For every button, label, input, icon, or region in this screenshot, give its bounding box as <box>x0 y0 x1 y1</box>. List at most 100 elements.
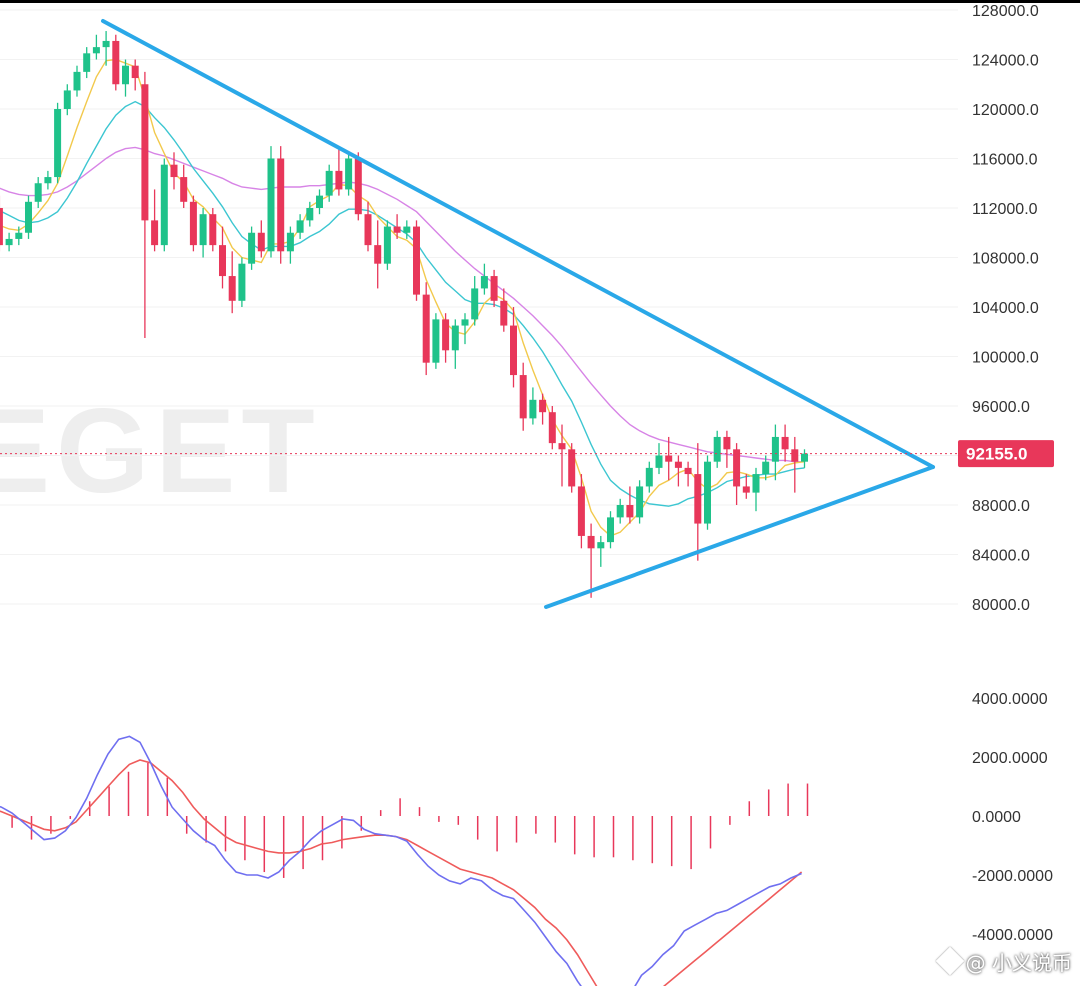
candle-body <box>325 170 333 196</box>
candle-body <box>180 177 188 202</box>
candle-body <box>131 65 139 79</box>
candle-down <box>257 220 265 258</box>
candle-up <box>15 226 23 246</box>
candle-up <box>54 102 62 184</box>
candle-body <box>257 232 265 252</box>
candle-down <box>742 474 750 499</box>
candle-body <box>510 325 517 376</box>
candle-down <box>442 313 450 363</box>
candle-body <box>771 436 779 462</box>
candle-down <box>277 146 285 264</box>
candle-down <box>558 424 566 487</box>
candle-down <box>170 152 178 190</box>
candle-down <box>587 523 595 598</box>
candle-up <box>102 31 110 66</box>
candle-body <box>83 53 91 72</box>
candle-down <box>374 220 382 289</box>
candle-up <box>92 34 100 60</box>
candle-up <box>248 226 256 270</box>
candle-up <box>63 84 71 116</box>
exchange-watermark: EGET <box>0 384 315 518</box>
candle-body <box>345 158 353 190</box>
candle-down <box>781 424 789 462</box>
candle-body <box>713 436 721 462</box>
candle-body <box>801 453 808 462</box>
candle-up <box>383 220 391 270</box>
candle-body <box>54 109 62 178</box>
candle-body <box>723 436 731 450</box>
candle-body <box>92 47 100 54</box>
candle-up <box>655 443 663 475</box>
candle-down <box>422 282 430 376</box>
author-credit: @ 小义说币 <box>935 946 1072 976</box>
candle-down <box>180 164 188 208</box>
candle-body <box>25 201 32 233</box>
platform-logo-icon <box>935 946 964 976</box>
candle-down <box>228 251 236 314</box>
candle-down <box>684 461 692 487</box>
candle-down <box>510 307 517 388</box>
candle-down <box>131 59 139 91</box>
candle-body <box>267 158 275 252</box>
candle-body <box>238 263 246 301</box>
candle-body <box>170 164 178 178</box>
candle-body <box>665 455 673 462</box>
price-tick-label: 108000.0 <box>972 251 1039 268</box>
macd-axis: 4000.0000 2000.0000 0.0000 -2000.0000 -4000.… <box>972 691 1053 944</box>
candle-body <box>558 443 566 450</box>
candle-up <box>597 535 605 567</box>
candle-up <box>160 158 168 252</box>
candle-body <box>199 214 207 246</box>
candle-down <box>413 220 420 301</box>
candle-body <box>577 486 585 536</box>
candle-body <box>548 412 556 444</box>
candle-up <box>771 424 779 481</box>
macd-histogram <box>11 762 809 878</box>
candle-body <box>742 486 750 493</box>
price-tick-label: 88000.0 <box>972 498 1030 515</box>
macd-tick-label: 2000.0000 <box>972 750 1048 767</box>
candle-up <box>325 164 333 202</box>
current-price-tag-bg <box>958 440 1054 468</box>
candle-body <box>442 319 450 351</box>
candle-body <box>102 40 110 48</box>
candle-body <box>616 505 624 518</box>
candle-body <box>684 467 692 475</box>
candle-body <box>500 300 508 326</box>
candle-up <box>451 319 459 369</box>
candle-body <box>112 40 120 85</box>
candle-body <box>762 461 770 475</box>
candle-up <box>306 201 314 227</box>
candle-up <box>801 449 808 468</box>
ma-mid-line <box>0 100 805 507</box>
candle-body <box>597 542 605 549</box>
candle-body <box>15 232 23 239</box>
candle-down <box>674 455 682 487</box>
candle-up <box>704 455 711 530</box>
candle-down <box>539 393 547 425</box>
price-tick-label: 128000.0 <box>972 3 1039 20</box>
candle-body <box>704 461 711 524</box>
candle-up <box>432 313 440 369</box>
candle-body <box>296 220 304 233</box>
candle-up <box>480 263 488 295</box>
candle-down <box>577 474 585 549</box>
candle-body <box>529 399 537 419</box>
candle-up <box>461 313 469 345</box>
candle-down <box>490 269 498 307</box>
candle-body <box>219 245 226 277</box>
candle-body <box>141 84 149 221</box>
candle-body <box>248 232 256 264</box>
price-tick-label: 124000.0 <box>972 53 1039 70</box>
lower-trendline <box>544 465 935 609</box>
candle-down <box>500 288 508 332</box>
candle-body <box>364 214 372 246</box>
candle-up <box>267 146 275 258</box>
candle-up <box>73 65 81 97</box>
candle-up <box>316 189 323 215</box>
candle-down <box>219 226 226 289</box>
candle-body <box>733 449 741 487</box>
price-tick-label: 96000.0 <box>972 399 1030 416</box>
candle-body <box>451 325 459 351</box>
candle-body <box>209 214 217 246</box>
